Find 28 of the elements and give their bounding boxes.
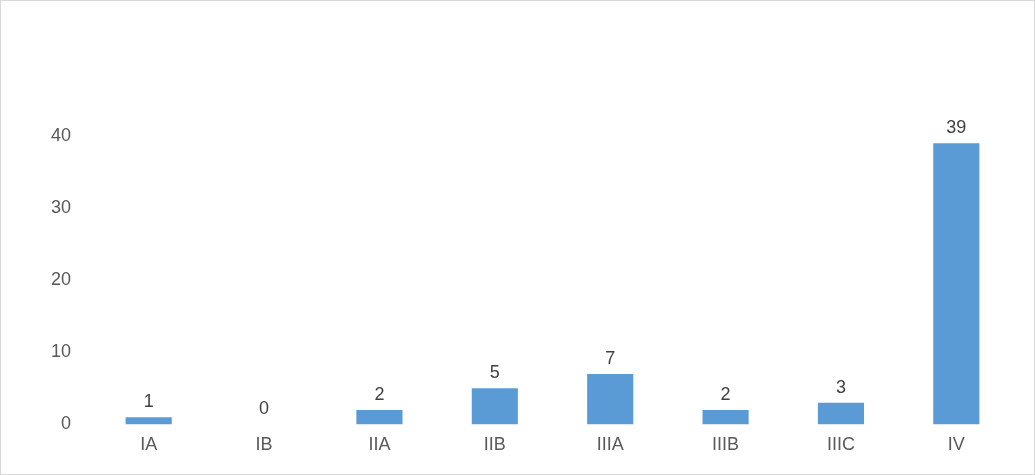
x-tick-label: IB (255, 434, 273, 455)
data-label: 1 (143, 391, 154, 412)
x-tick-label: IA (140, 434, 158, 455)
y-tick-label: 40 (50, 124, 72, 145)
data-label: 2 (374, 383, 385, 404)
x-tick-label: IV (947, 434, 965, 455)
data-label: 39 (946, 117, 967, 138)
bar (587, 373, 634, 425)
data-label: 7 (605, 347, 616, 368)
data-label: 0 (259, 398, 270, 419)
y-tick-label: 10 (50, 341, 72, 362)
x-tick-label: IIIB (712, 434, 740, 455)
x-tick-label: IIIA (596, 434, 624, 455)
y-tick-label: 30 (50, 197, 72, 218)
x-tick-label: IIIC (826, 434, 855, 455)
data-label: 3 (835, 376, 846, 397)
bar (933, 143, 980, 425)
bar (702, 409, 749, 425)
bar (125, 417, 172, 425)
bar (817, 402, 865, 425)
bar (356, 409, 403, 425)
data-label: 2 (720, 383, 731, 404)
x-tick-label: IIB (483, 434, 506, 455)
data-label: 5 (489, 362, 500, 383)
x-tick-label: IIA (368, 434, 391, 455)
bar (471, 388, 518, 425)
y-tick-label: 20 (50, 269, 72, 290)
y-tick-label: 0 (61, 413, 72, 434)
